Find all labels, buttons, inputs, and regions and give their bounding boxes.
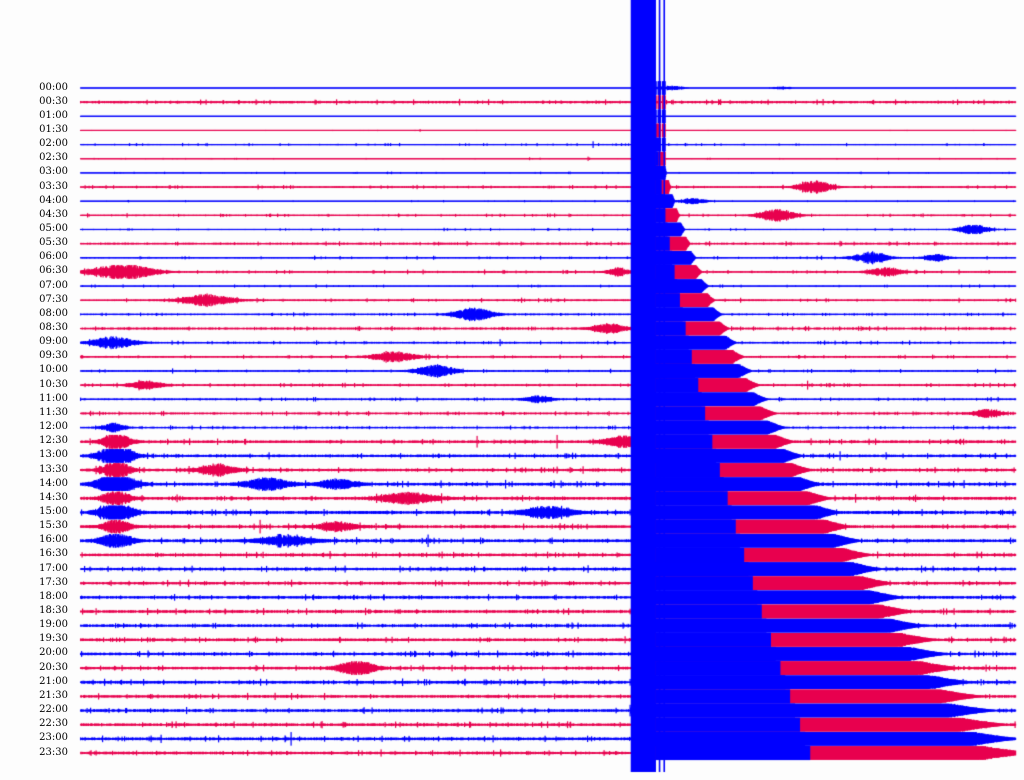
- seismogram-canvas: [0, 0, 1024, 780]
- helicorder-chart: HL Nikia, Nisiros Isl. Applied filter: W…: [0, 0, 1024, 780]
